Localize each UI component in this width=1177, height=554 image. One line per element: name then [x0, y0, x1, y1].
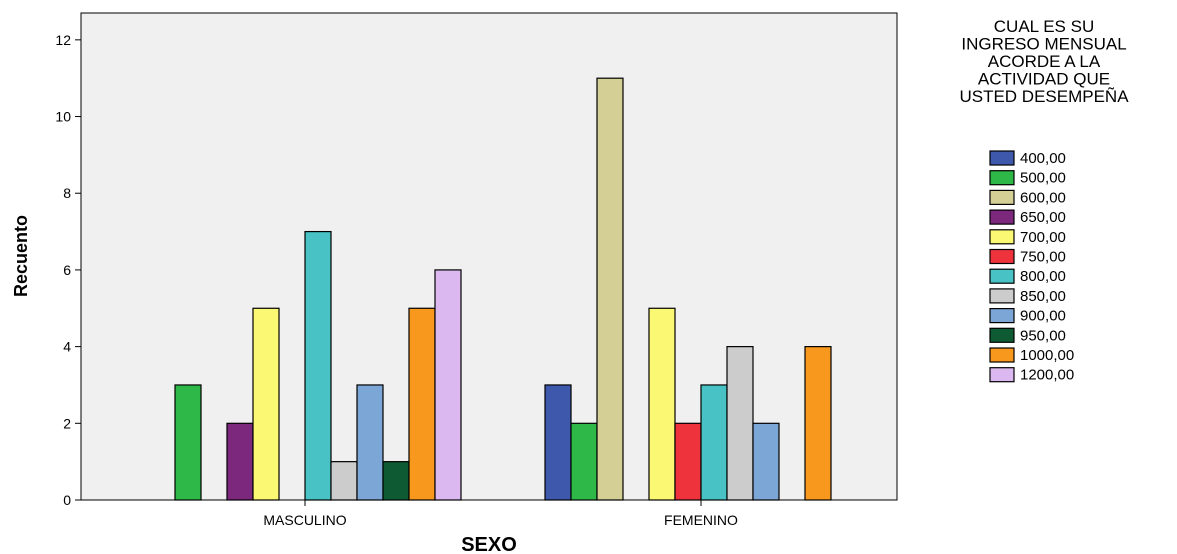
legend-swatch — [989, 268, 1015, 284]
legend-label: 1000,00 — [1020, 347, 1074, 364]
legend-label: 800,00 — [1020, 268, 1066, 285]
legend-swatch — [989, 209, 1015, 225]
bar-femenino-400-00 — [544, 384, 572, 501]
legend-label: 950,00 — [1020, 327, 1066, 344]
bar-masculino-850-00 — [330, 461, 358, 501]
legend-title: CUAL ES SU — [994, 17, 1094, 36]
y-axis: 0 2 4 6 8 10 12 — [55, 32, 81, 508]
y-tick-label: 0 — [63, 492, 71, 508]
legend-label: 900,00 — [1020, 308, 1066, 325]
legend-swatch — [989, 189, 1015, 205]
bar-masculino-900-00 — [356, 384, 384, 501]
bar-masculino-650-00 — [226, 422, 254, 501]
legend-swatch — [989, 288, 1015, 304]
legend-swatch — [989, 308, 1015, 324]
bar-femenino-900-00 — [752, 422, 780, 501]
y-axis-title: Recuento — [11, 215, 31, 297]
bar-masculino-1200-00 — [434, 269, 462, 501]
legend-swatch — [989, 367, 1015, 383]
y-tick-label: 2 — [63, 415, 71, 431]
legend-title: INGRESO MENSUAL — [961, 35, 1126, 54]
x-tick-label: FEMENINO — [664, 512, 738, 528]
legend-label: 400,00 — [1020, 150, 1066, 167]
legend-swatch — [989, 170, 1015, 186]
bar-masculino-700-00 — [252, 307, 280, 501]
bar-femenino-700-00 — [648, 307, 676, 501]
legend-swatch — [989, 327, 1015, 343]
y-tick-label: 6 — [63, 262, 71, 278]
y-tick-label: 4 — [63, 339, 71, 355]
bar-masculino-950-00 — [382, 461, 410, 501]
y-tick-label: 8 — [63, 185, 71, 201]
legend-title: ACTIVIDAD QUE — [978, 70, 1110, 89]
x-axis-title: SEXO — [461, 534, 517, 554]
legend-swatch — [989, 248, 1015, 265]
bar-femenino-850-00 — [726, 346, 754, 501]
legend-swatch — [989, 229, 1015, 245]
legend-label: 700,00 — [1020, 229, 1066, 246]
legend-swatch — [989, 347, 1015, 363]
legend-label: 650,00 — [1020, 209, 1066, 226]
x-tick-label: MASCULINO — [263, 512, 346, 528]
y-tick-label: 12 — [55, 32, 71, 48]
bar-masculino-500-00 — [174, 384, 202, 501]
x-axis: MASCULINO FEMENINO — [263, 500, 738, 528]
bar-femenino-600-00 — [596, 77, 624, 501]
bar-femenino-500-00 — [570, 422, 598, 501]
bar-masculino-800-00 — [304, 230, 332, 501]
bar-masculino-1000-00 — [408, 307, 436, 501]
legend-label: 1200,00 — [1020, 367, 1074, 384]
legend-label: 750,00 — [1020, 249, 1066, 266]
y-tick-label: 10 — [55, 109, 71, 125]
legend-label: 600,00 — [1020, 189, 1066, 206]
bar-femenino-800-00 — [700, 384, 728, 501]
bar-femenino-750-00 — [674, 422, 702, 501]
legend-label: 850,00 — [1020, 288, 1066, 305]
legend-title: ACORDE A LA — [988, 52, 1101, 71]
legend-title: USTED DESEMPEÑA — [959, 87, 1129, 106]
legend-swatch — [989, 150, 1015, 166]
legend-label: 500,00 — [1020, 170, 1066, 187]
bars — [174, 77, 832, 501]
plot-area — [80, 12, 898, 501]
bar-femenino-1000-00 — [804, 346, 832, 501]
